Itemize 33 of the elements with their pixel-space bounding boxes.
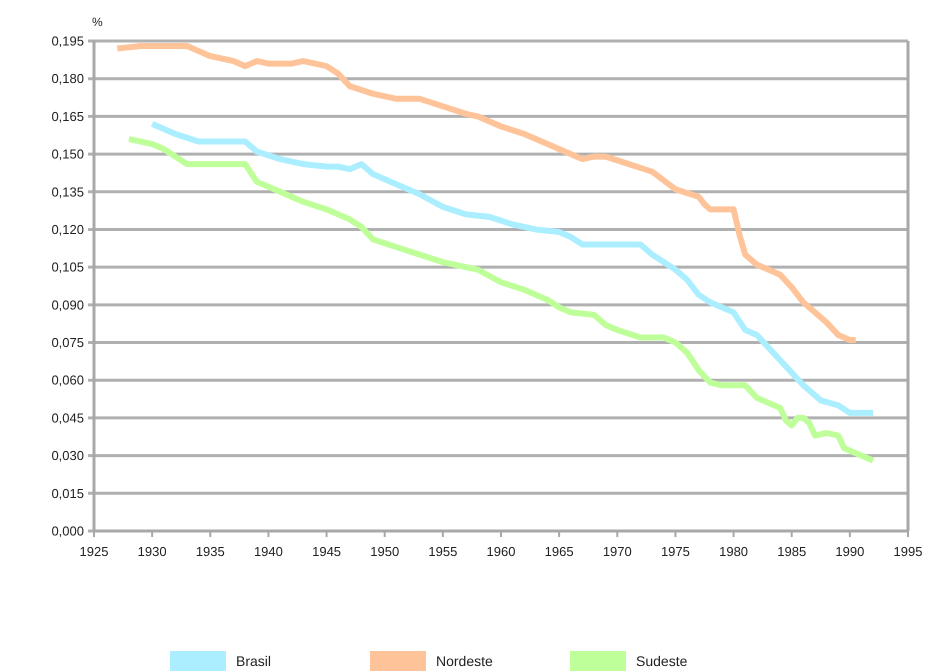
- y-tick-label: 0,105: [51, 260, 84, 275]
- x-tick-label: 1970: [602, 544, 632, 559]
- y-tick-label: 0,000: [51, 524, 84, 538]
- y-tick-label: 0,075: [51, 335, 84, 350]
- legend-label: Brasil: [236, 653, 272, 669]
- y-tick-label: 0,165: [51, 108, 84, 124]
- y-tick-label: 0,135: [51, 184, 84, 200]
- legend-label: Sudeste: [636, 653, 688, 669]
- x-tick-label: 1945: [312, 544, 342, 559]
- x-tick-label: 1955: [428, 544, 458, 559]
- y-axis-title: %: [92, 15, 103, 29]
- y-tick-label: 0,120: [51, 222, 84, 237]
- y-tick-label: 0,045: [51, 410, 84, 426]
- legend-label: Nordeste: [436, 653, 494, 669]
- x-tick-label: 1935: [196, 544, 225, 559]
- x-tick-label: 1925: [80, 544, 108, 559]
- y-tick-label: 0,090: [51, 297, 84, 312]
- x-tick-label: 1990: [835, 544, 864, 559]
- y-tick-label: 0,060: [51, 372, 84, 388]
- x-tick-label: 1960: [486, 544, 516, 559]
- x-tick-label: 1965: [544, 544, 574, 559]
- x-tick-label: 1930: [138, 544, 167, 559]
- x-tick-label: 1975: [660, 544, 690, 559]
- y-tick-label: 0,180: [51, 71, 84, 86]
- x-tick-label: 1995: [894, 544, 922, 559]
- x-tick-label: 1985: [777, 544, 806, 559]
- y-tick-label: 0,030: [51, 448, 84, 464]
- y-tick-label: 0,015: [51, 486, 84, 501]
- x-tick-label: 1940: [254, 544, 283, 559]
- x-tick-label: 1980: [719, 544, 748, 559]
- y-tick-label: 0,150: [51, 146, 84, 162]
- x-tick-label: 1950: [370, 544, 400, 559]
- y-tick-label: 0,195: [51, 34, 84, 48]
